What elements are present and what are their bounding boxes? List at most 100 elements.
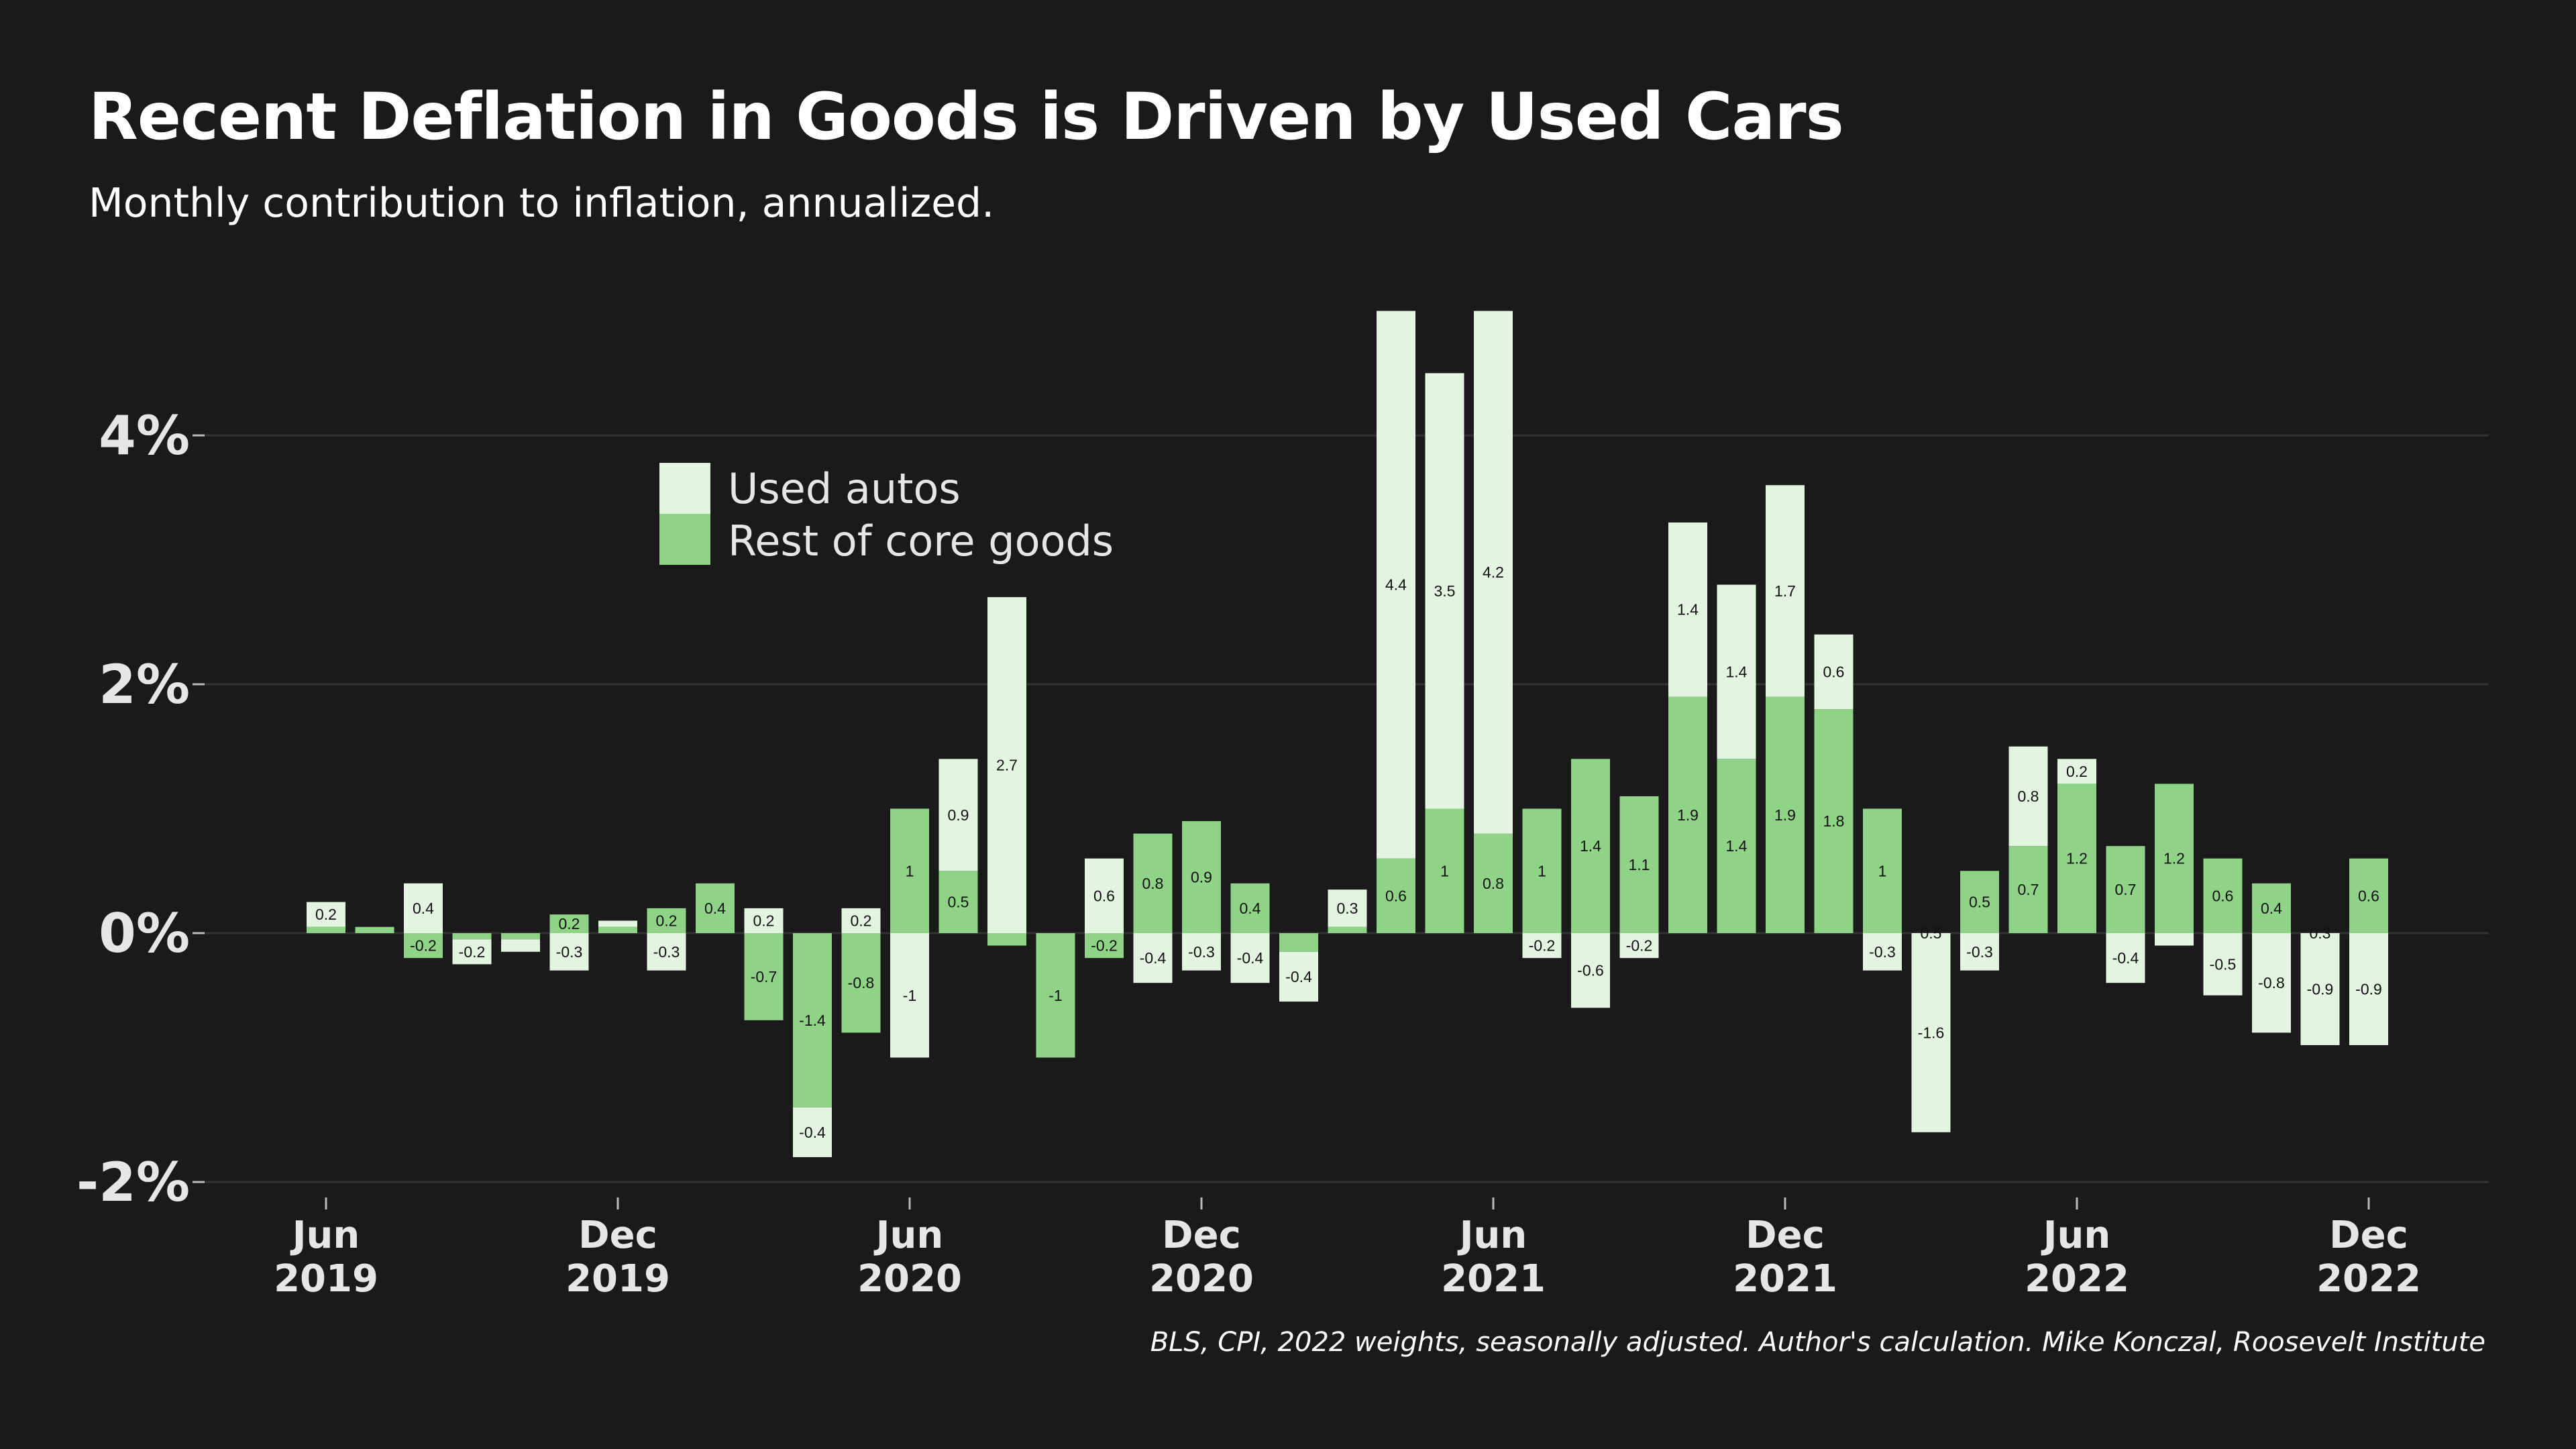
bar-data-label: 0.7 — [2115, 881, 2137, 898]
bar-rest-core-goods — [307, 926, 345, 933]
bar-data-label: 1.2 — [2066, 850, 2088, 867]
bar-data-label: -0.3 — [1188, 943, 1215, 961]
bar-used-autos — [1960, 933, 1999, 971]
bar-used-autos — [2252, 933, 2291, 1033]
bar-used-autos — [404, 883, 443, 933]
bar-rest-core-goods — [647, 908, 686, 933]
bar-data-label: 1.9 — [1677, 806, 1699, 824]
bar-used-autos — [744, 908, 784, 933]
bar-rest-core-goods — [2252, 883, 2291, 933]
bar-data-label: -0.6 — [1577, 962, 1604, 979]
bar-rest-core-goods — [890, 808, 929, 933]
x-tick-label-month: Jun — [1457, 1214, 1527, 1257]
x-tick-label-month: Dec — [1746, 1214, 1825, 1257]
bar-used-autos — [1230, 933, 1270, 983]
bar-data-label: 0.9 — [1191, 869, 1212, 886]
y-tick-label: 2% — [99, 653, 190, 716]
bar-rest-core-goods — [1279, 933, 1318, 952]
bar-data-label: 0.4 — [2261, 900, 2282, 917]
bar-data-label: -0.4 — [799, 1124, 826, 1141]
legend: Used autos Rest of core goods — [659, 463, 1114, 566]
bar-rest-core-goods — [2106, 846, 2145, 933]
bar-used-autos — [890, 933, 929, 1058]
x-tick-label-year: 2021 — [1733, 1257, 1837, 1301]
bar-data-label: -1 — [1049, 987, 1062, 1004]
bar-rest-core-goods — [1863, 808, 1902, 933]
bar-data-label: -0.2 — [410, 937, 437, 955]
bar-used-autos — [1814, 634, 1854, 710]
bar-data-label: 1.2 — [2163, 850, 2185, 867]
bar-used-autos — [2300, 933, 2340, 1045]
bar-data-label: 0.4 — [704, 900, 726, 917]
bar-used-autos — [1668, 522, 1707, 697]
x-tick-label-year: 2020 — [1149, 1257, 1254, 1301]
bars — [307, 311, 2388, 1157]
x-tick-label-year: 2019 — [566, 1257, 670, 1301]
bar-used-autos — [1328, 890, 1367, 927]
bar-data-label: 1 — [906, 862, 914, 879]
bar-used-autos — [1474, 311, 1513, 834]
bar-data-label: -0.2 — [1091, 937, 1118, 955]
bar-rest-core-goods — [452, 933, 492, 940]
bar-data-label: 0.3 — [1337, 900, 1358, 917]
bar-rest-core-goods — [404, 933, 443, 959]
bar-used-autos — [307, 902, 345, 927]
bar-used-autos — [938, 759, 978, 871]
bar-data-label: 1.7 — [1774, 582, 1796, 600]
bar-data-label: 0.8 — [1483, 875, 1504, 892]
bar-rest-core-goods — [501, 933, 540, 940]
bar-data-label: -0.4 — [2112, 949, 2139, 967]
bar-data-label: 0.2 — [559, 915, 580, 932]
bar-used-autos — [1522, 933, 1562, 959]
bar-used-autos — [1279, 951, 1318, 1002]
bar-data-label: -1.4 — [799, 1012, 826, 1029]
bar-used-autos — [1571, 933, 1610, 1008]
y-tick-label: 4% — [99, 405, 190, 467]
bar-data-label: 2.7 — [996, 757, 1018, 774]
bar-data-label: 1.4 — [1580, 837, 1601, 855]
bar-used-autos — [987, 597, 1026, 933]
bar-rest-core-goods — [1619, 796, 1659, 933]
bar-data-label: 4.2 — [1483, 564, 1504, 581]
bar-data-label: -0.8 — [2258, 974, 2285, 991]
bar-used-autos — [2106, 933, 2145, 983]
bar-data-label: 0.5 — [1921, 924, 1942, 942]
x-tick-label-month: Jun — [873, 1214, 944, 1257]
bar-data-label: 1.4 — [1677, 601, 1699, 619]
bar-data-label: 0.8 — [2018, 788, 2039, 805]
bar-rest-core-goods — [1085, 933, 1124, 959]
bar-data-label: 1 — [1538, 862, 1546, 879]
bar-rest-core-goods — [2008, 846, 2048, 933]
bar-data-label: -0.9 — [2307, 980, 2334, 998]
bar-data-label: 1.8 — [1823, 812, 1845, 830]
bar-data-label: -0.3 — [556, 943, 583, 961]
x-tick-label-year: 2022 — [2025, 1257, 2129, 1301]
bar-data-label: 4.4 — [1385, 576, 1407, 594]
bar-rest-core-goods — [696, 883, 735, 933]
bar-data-label: 0.6 — [1093, 887, 1115, 904]
legend-swatch-used-autos — [659, 463, 710, 514]
bar-data-label: -0.9 — [2355, 980, 2382, 998]
gridlines — [205, 434, 2489, 1183]
bar-used-autos — [1182, 933, 1221, 971]
bar-used-autos — [2057, 759, 2096, 784]
x-tick-label-year: 2021 — [1441, 1257, 1546, 1301]
bar-rest-core-goods — [1474, 833, 1513, 933]
axes: -2%0%2%4%Jun2019Dec2019Jun2020Dec2020Jun… — [76, 405, 2421, 1301]
bar-used-autos — [1085, 858, 1124, 933]
bar-data-label: 0.6 — [1823, 663, 1845, 680]
legend-label-rest-core-goods: Rest of core goods — [728, 517, 1114, 566]
x-tick-label-month: Jun — [290, 1214, 360, 1257]
bar-data-label: -0.3 — [1966, 943, 1993, 961]
bar-rest-core-goods — [1133, 833, 1173, 933]
bar-used-autos — [2008, 746, 2048, 847]
bar-rest-core-goods — [744, 933, 784, 1020]
bar-data-label: 0.5 — [1969, 894, 1990, 911]
bar-rest-core-goods — [1571, 759, 1610, 933]
x-tick-label-month: Dec — [2329, 1214, 2408, 1257]
bar-rest-core-goods — [355, 926, 394, 933]
bar-rest-core-goods — [1182, 821, 1221, 933]
x-tick-label-month: Dec — [1162, 1214, 1241, 1257]
bar-rest-core-goods — [938, 871, 978, 933]
bar-data-label: 0.4 — [413, 900, 434, 917]
